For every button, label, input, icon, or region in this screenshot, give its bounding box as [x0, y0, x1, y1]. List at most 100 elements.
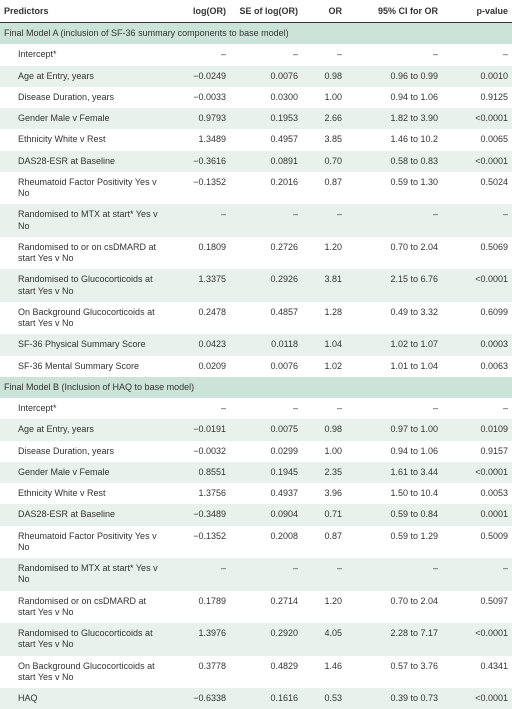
- table-row: Gender Male v Female0.85510.19452.351.61…: [0, 462, 512, 483]
- cell: –: [230, 558, 302, 591]
- cell: 0.53: [302, 688, 346, 709]
- cell: 0.0076: [230, 356, 302, 377]
- table-row: Age at Entry, years−0.02490.00760.980.96…: [0, 66, 512, 87]
- cell: <0.0001: [442, 108, 512, 129]
- table-row: On Background Glucocorticoids at start Y…: [0, 302, 512, 335]
- cell: 1.28: [302, 302, 346, 335]
- cell: 1.20: [302, 237, 346, 270]
- cell: Rheumatoid Factor Positivity Yes v No: [0, 172, 170, 205]
- table-row: Age at Entry, years−0.01910.00750.980.97…: [0, 419, 512, 440]
- table-row: SF-36 Mental Summary Score0.02090.00761.…: [0, 356, 512, 377]
- cell: 1.3756: [170, 483, 230, 504]
- cell: 0.0075: [230, 419, 302, 440]
- cell: DAS28-ESR at Baseline: [0, 151, 170, 172]
- cell: Disease Duration, years: [0, 87, 170, 108]
- cell: 0.70: [302, 151, 346, 172]
- cell: Gender Male v Female: [0, 462, 170, 483]
- cell: <0.0001: [442, 269, 512, 302]
- table-row: Randomised to Glucocorticoids at start Y…: [0, 269, 512, 302]
- cell: 0.0065: [442, 129, 512, 150]
- section-cell: Final Model A (inclusion of SF-36 summar…: [0, 23, 512, 45]
- cell: 0.87: [302, 172, 346, 205]
- cell: 1.00: [302, 87, 346, 108]
- cell: 1.01 to 1.04: [346, 356, 442, 377]
- cell: 0.2714: [230, 591, 302, 624]
- cell: 0.5069: [442, 237, 512, 270]
- cell: 0.59 to 1.30: [346, 172, 442, 205]
- section-cell: Final Model B (Inclusion of HAQ to base …: [0, 377, 512, 398]
- cell: Ethnicity White v Rest: [0, 129, 170, 150]
- cell: 3.85: [302, 129, 346, 150]
- cell: 1.50 to 10.4: [346, 483, 442, 504]
- cell: 0.1945: [230, 462, 302, 483]
- cell: 1.04: [302, 334, 346, 355]
- cell: HAQ: [0, 688, 170, 709]
- cell: Randomised to MTX at start* Yes v No: [0, 558, 170, 591]
- cell: –: [302, 558, 346, 591]
- cell: 0.2008: [230, 526, 302, 559]
- cell: 0.0053: [442, 483, 512, 504]
- cell: 0.4857: [230, 302, 302, 335]
- cell: 0.8551: [170, 462, 230, 483]
- table-row: HAQ−0.63380.16160.530.39 to 0.73<0.0001: [0, 688, 512, 709]
- cell: 0.94 to 1.06: [346, 441, 442, 462]
- cell: −0.0191: [170, 419, 230, 440]
- cell: DAS28-ESR at Baseline: [0, 504, 170, 525]
- results-table: Predictors log(OR) SE of log(OR) OR 95% …: [0, 0, 512, 709]
- cell: Randomised to Glucocorticoids at start Y…: [0, 269, 170, 302]
- cell: 4.05: [302, 623, 346, 656]
- cell: 3.81: [302, 269, 346, 302]
- cell: –: [230, 398, 302, 419]
- cell: 2.15 to 6.76: [346, 269, 442, 302]
- cell: 0.96 to 0.99: [346, 66, 442, 87]
- cell: 3.96: [302, 483, 346, 504]
- cell: Disease Duration, years: [0, 441, 170, 462]
- cell: −0.0032: [170, 441, 230, 462]
- cell: 0.71: [302, 504, 346, 525]
- cell: 1.82 to 3.90: [346, 108, 442, 129]
- cell: −0.6338: [170, 688, 230, 709]
- cell: –: [230, 44, 302, 65]
- col-se: SE of log(OR): [230, 0, 302, 23]
- cell: 2.66: [302, 108, 346, 129]
- cell: 1.20: [302, 591, 346, 624]
- cell: –: [170, 204, 230, 237]
- cell: 0.4829: [230, 656, 302, 689]
- cell: −0.3616: [170, 151, 230, 172]
- table-row: Gender Male v Female0.97930.19532.661.82…: [0, 108, 512, 129]
- cell: 0.0904: [230, 504, 302, 525]
- cell: Randomised to or on csDMARD at start Yes…: [0, 237, 170, 270]
- cell: 0.0076: [230, 66, 302, 87]
- table-row: Ethnicity White v Rest1.37560.49373.961.…: [0, 483, 512, 504]
- cell: –: [346, 398, 442, 419]
- cell: 0.0118: [230, 334, 302, 355]
- cell: Intercept*: [0, 44, 170, 65]
- table-row: Randomised to MTX at start* Yes v No––––…: [0, 204, 512, 237]
- cell: 0.1789: [170, 591, 230, 624]
- cell: –: [170, 44, 230, 65]
- cell: –: [442, 398, 512, 419]
- cell: 0.4341: [442, 656, 512, 689]
- cell: 1.02 to 1.07: [346, 334, 442, 355]
- cell: 0.9157: [442, 441, 512, 462]
- cell: Age at Entry, years: [0, 66, 170, 87]
- cell: <0.0001: [442, 688, 512, 709]
- table-row: Intercept*–––––: [0, 398, 512, 419]
- col-logor: log(OR): [170, 0, 230, 23]
- cell: 0.0109: [442, 419, 512, 440]
- cell: 1.46: [302, 656, 346, 689]
- table-row: Disease Duration, years−0.00320.02991.00…: [0, 441, 512, 462]
- cell: Age at Entry, years: [0, 419, 170, 440]
- cell: <0.0001: [442, 151, 512, 172]
- cell: –: [302, 44, 346, 65]
- cell: 0.5024: [442, 172, 512, 205]
- cell: 0.70 to 2.04: [346, 591, 442, 624]
- cell: Randomised or on csDMARD at start Yes v …: [0, 591, 170, 624]
- cell: 0.2478: [170, 302, 230, 335]
- cell: –: [346, 558, 442, 591]
- table-row: Rheumatoid Factor Positivity Yes v No−0.…: [0, 526, 512, 559]
- table-row: On Background Glucocorticoids at start Y…: [0, 656, 512, 689]
- cell: 0.2926: [230, 269, 302, 302]
- table-row: DAS28-ESR at Baseline−0.36160.08910.700.…: [0, 151, 512, 172]
- col-ci: 95% CI for OR: [346, 0, 442, 23]
